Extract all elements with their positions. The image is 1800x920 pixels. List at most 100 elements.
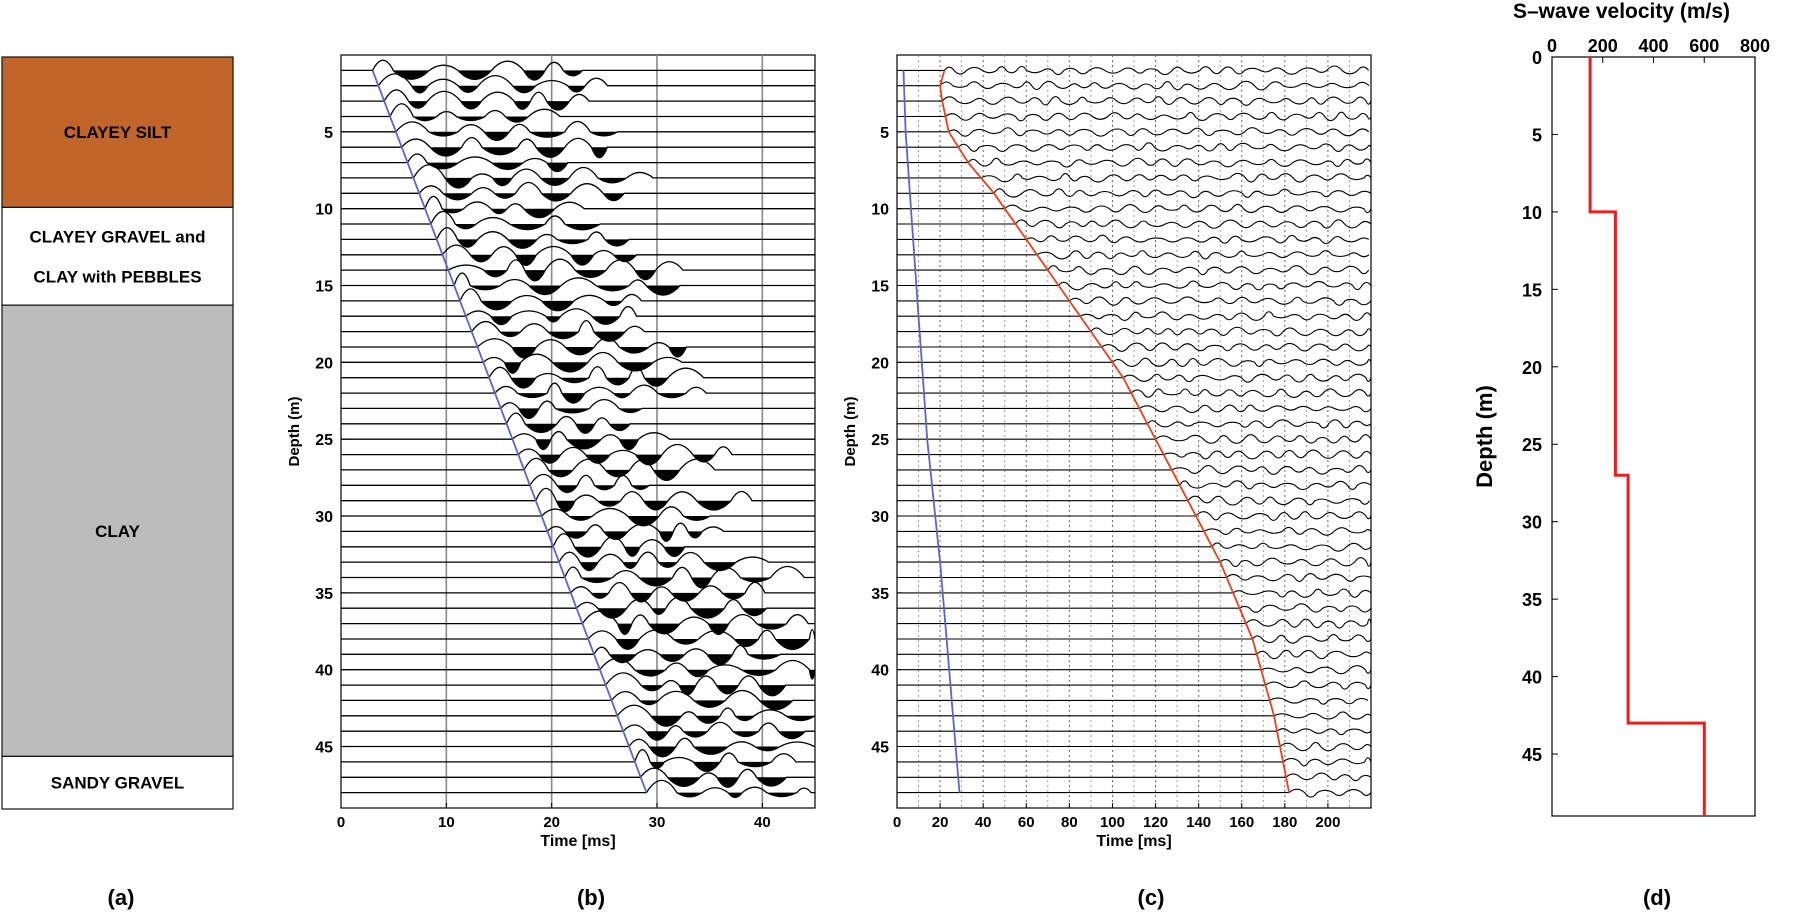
- stratum-label: SANDY GRAVEL: [51, 774, 185, 793]
- x-tick-label: 120: [1143, 814, 1168, 831]
- seismic-trace: [897, 357, 1372, 367]
- y-tick-label: 0: [1532, 48, 1542, 68]
- trace-fill: [683, 516, 711, 521]
- seismic-trace: [897, 542, 1372, 552]
- seismic-trace: [897, 188, 1372, 199]
- trace-fill: [557, 485, 578, 493]
- y-tick-label: 30: [871, 509, 889, 526]
- trace-fill: [619, 439, 639, 450]
- trace-fill: [581, 577, 613, 583]
- trace-fill: [552, 362, 588, 372]
- seismic-trace: [897, 634, 1372, 644]
- trace-fill: [696, 500, 731, 510]
- trace-fill: [668, 347, 687, 357]
- seismic-trace: [897, 250, 1370, 260]
- y-tick-label: 15: [1522, 280, 1542, 300]
- trace-fill: [514, 101, 531, 110]
- stratum-label: CLAY with PEBBLES: [33, 267, 201, 286]
- trace-fill: [541, 300, 574, 311]
- trace-fill: [494, 193, 516, 199]
- trace-fill: [659, 654, 685, 662]
- trace-fill: [546, 101, 570, 110]
- stratum-layer: [1, 304, 234, 757]
- seismic-trace: [897, 80, 1370, 91]
- seismic-trace: [897, 588, 1372, 598]
- y-tick-label: 20: [871, 355, 889, 372]
- seismic-trace: [897, 772, 1372, 782]
- x-tick-label: 140: [1186, 814, 1211, 831]
- trace-fill: [707, 654, 733, 665]
- seismic-trace: [897, 711, 1372, 720]
- panel-label-b: (b): [577, 885, 605, 910]
- seismic-trace: [897, 404, 1372, 414]
- trace-fill: [563, 70, 583, 76]
- trace-fill: [742, 608, 767, 616]
- trace-fill: [639, 577, 673, 586]
- y-tick-label: 25: [1522, 435, 1542, 455]
- y-tick-label: 5: [1532, 125, 1542, 145]
- trace-fill: [594, 485, 615, 490]
- trace-fill: [523, 208, 555, 218]
- x-tick-label: 400: [1638, 36, 1668, 56]
- seismic-trace: [897, 434, 1372, 444]
- trace-fill: [616, 639, 640, 650]
- panel-d-y-axis-label: Depth (m): [1472, 385, 1497, 488]
- seismic-trace: [897, 449, 1372, 460]
- trace-fill: [575, 423, 595, 434]
- trace-fill: [604, 239, 629, 246]
- trace-fill: [574, 546, 602, 557]
- y-tick-label: 25: [871, 432, 889, 449]
- seismic-trace: [897, 603, 1372, 613]
- trace-fill: [556, 500, 575, 512]
- trace-fill: [693, 746, 729, 755]
- trace-fill: [528, 285, 561, 295]
- trace-fill: [524, 270, 546, 281]
- trace-fill: [442, 193, 472, 200]
- trace-fill: [635, 454, 663, 465]
- panel-label-a: (a): [108, 885, 135, 910]
- trace-fill: [671, 592, 699, 602]
- seismic-trace: [897, 111, 1372, 122]
- trace-fill: [613, 393, 631, 398]
- trace-fill: [778, 731, 806, 739]
- trace-fill: [564, 224, 601, 230]
- trace-fill: [470, 285, 501, 290]
- trace-fill: [567, 85, 586, 92]
- trace-fill: [603, 193, 625, 201]
- trace-fill: [667, 777, 701, 787]
- trace-fill: [622, 562, 638, 569]
- trace-fill: [722, 592, 746, 599]
- seismic-trace: [897, 342, 1372, 352]
- trace-fill: [651, 608, 666, 615]
- y-tick-label: 10: [315, 202, 333, 219]
- arrival-time-curve: [939, 70, 1290, 793]
- trace-fill: [518, 408, 539, 419]
- seismic-trace: [897, 219, 1372, 229]
- stratum-label: CLAY: [95, 522, 140, 541]
- trace-fill: [609, 654, 637, 663]
- trace-fill: [484, 131, 510, 141]
- trace-fill: [541, 193, 571, 201]
- seismic-trace: [897, 142, 1372, 152]
- seismic-trace: [897, 296, 1372, 306]
- x-tick-label: 20: [543, 814, 560, 831]
- trace-fill: [703, 562, 737, 571]
- arrival-time-curve: [902, 70, 961, 793]
- trace-fill: [575, 270, 607, 278]
- trace-fill: [580, 562, 598, 571]
- seismic-trace: [897, 311, 1372, 321]
- trace-fill: [695, 715, 721, 724]
- y-tick-label: 10: [1522, 203, 1542, 223]
- trace-fill: [649, 746, 676, 757]
- stratum-layer: [1, 755, 234, 810]
- seismic-trace: [897, 573, 1372, 582]
- seismic-trace: [897, 495, 1370, 506]
- x-tick-label: 40: [754, 814, 771, 831]
- trace-fill: [523, 70, 546, 80]
- trace-fill: [499, 331, 521, 337]
- trace-fill: [540, 177, 570, 186]
- trace-fill: [775, 639, 810, 650]
- trace-fill: [617, 623, 632, 635]
- trace-fill: [492, 177, 513, 186]
- seismic-trace: [897, 697, 1369, 705]
